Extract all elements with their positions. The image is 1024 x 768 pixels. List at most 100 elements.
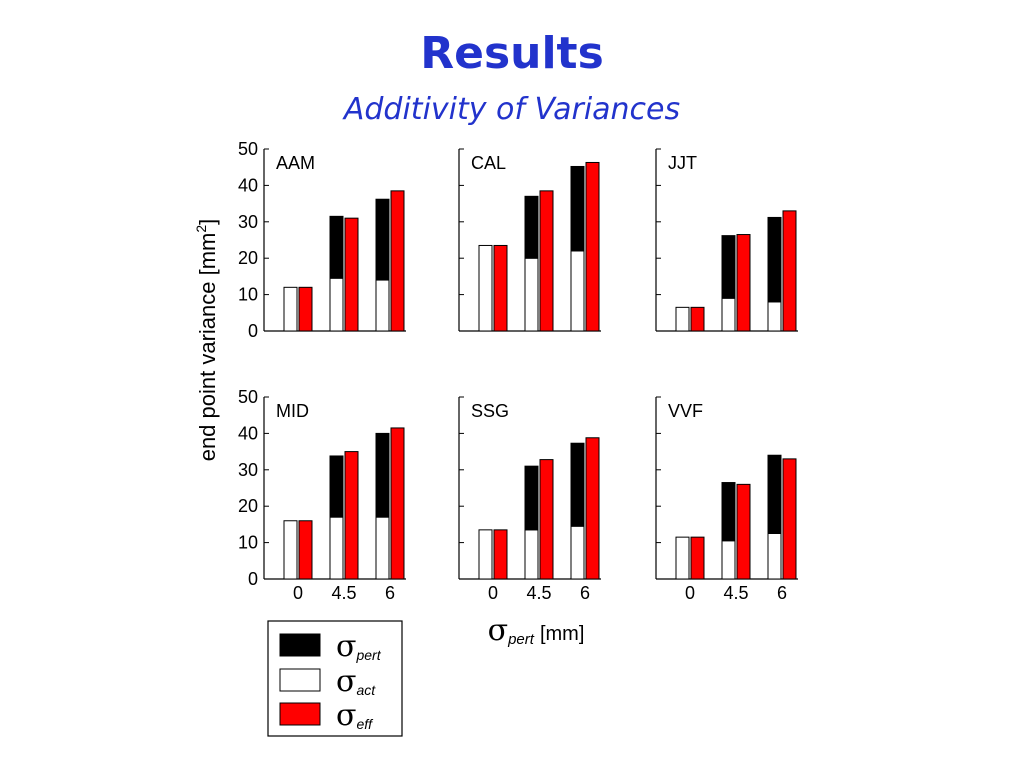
x-axis-label-subscript: pert [507, 631, 535, 648]
bar-act [329, 277, 344, 332]
bar-eff [298, 520, 313, 580]
bar-pert [721, 482, 736, 542]
bar-act [721, 297, 736, 332]
x-tick-label: 0 [293, 583, 303, 603]
bar-eff [736, 483, 751, 580]
bar-eff [298, 286, 313, 332]
x-tick-label: 4.5 [526, 583, 551, 603]
x-tick-label: 4.5 [331, 583, 356, 603]
bar-pert [570, 442, 585, 527]
legend-symbol-eff: σ [336, 698, 356, 733]
bar-eff [344, 451, 359, 580]
bar-act [524, 529, 539, 580]
legend-sub-pert: pert [355, 647, 381, 663]
bar-eff [390, 190, 405, 332]
bar-pert [767, 454, 782, 534]
x-tick-label: 6 [385, 583, 395, 603]
bar-pert [329, 455, 344, 518]
y-tick-label: 20 [238, 248, 258, 268]
panel-vvf: VVF 0 4.5 6 [655, 396, 798, 603]
y-tick-label: 50 [238, 387, 258, 407]
y-tick-label: 20 [238, 496, 258, 516]
legend-symbol-pert: σ [336, 629, 356, 664]
legend-label-pert: σpert [336, 629, 382, 664]
bar-pert [524, 195, 539, 259]
panel-label: CAL [471, 153, 506, 173]
bar-pert [375, 432, 390, 518]
slide-subtitle: Additivity of Variances [343, 92, 681, 127]
legend-swatch-pert [279, 633, 321, 657]
bar-eff [344, 217, 359, 332]
bar-act [478, 529, 493, 580]
y-tick-label: 30 [238, 212, 258, 232]
bar-eff [539, 190, 554, 332]
x-axis-label-symbol: σ [488, 613, 508, 648]
panel-aam: 50 40 30 20 10 0 AAM [238, 139, 406, 341]
panel-ssg: SSG 0 4.5 6 [458, 396, 601, 603]
panel-cal: CAL [458, 148, 601, 332]
panel-label: SSG [471, 401, 509, 421]
bar-act [375, 516, 390, 580]
bar-eff [493, 244, 508, 332]
panel-jjt: JJT [655, 148, 798, 332]
legend: σpert σact σeff [267, 620, 403, 737]
bar-pert [721, 235, 736, 299]
bar-pert [329, 215, 344, 279]
y-axis-label: end point variance [mm2] [193, 219, 220, 462]
x-axis-label-unit: [mm] [540, 623, 584, 645]
bar-eff [539, 459, 554, 580]
bar-eff [736, 234, 751, 332]
panel-mid: 50 40 30 20 10 0 MID 0 4.5 6 [238, 387, 406, 603]
bar-eff [585, 161, 600, 332]
y-tick-label: 30 [238, 460, 258, 480]
x-tick-label: 4.5 [723, 583, 748, 603]
y-tick-label: 10 [238, 285, 258, 305]
bar-eff [390, 427, 405, 580]
y-tick-label: 0 [248, 569, 258, 589]
bar-act [329, 516, 344, 580]
bar-act [524, 257, 539, 332]
bar-eff [493, 529, 508, 580]
legend-label-act: σact [336, 664, 376, 699]
legend-swatch-act [279, 668, 321, 692]
panel-label: MID [276, 401, 309, 421]
legend-sub-eff: eff [356, 716, 374, 732]
bar-pert [570, 165, 585, 252]
slide-title: Results [420, 28, 604, 79]
panels-layer: 50 40 30 20 10 0 AAM CAL JJT 50 40 30 20 10 0 MID 0 4.5 6 S… [238, 139, 798, 603]
bar-pert [767, 216, 782, 303]
bar-eff [585, 437, 600, 580]
bar-act [375, 279, 390, 332]
x-tick-label: 6 [580, 583, 590, 603]
panel-label: VVF [668, 401, 703, 421]
bar-pert [524, 465, 539, 531]
y-tick-label: 0 [248, 321, 258, 341]
bar-pert [375, 198, 390, 281]
bar-act [721, 540, 736, 580]
y-axis-label-end: ] [195, 219, 220, 225]
legend-sub-act: act [356, 682, 376, 698]
x-tick-label: 6 [777, 583, 787, 603]
bar-act [675, 306, 690, 332]
legend-label-eff: σeff [336, 698, 374, 733]
bar-act [478, 244, 493, 332]
legend-swatch-eff [279, 702, 321, 726]
bar-eff [782, 210, 797, 332]
y-tick-label: 40 [238, 423, 258, 443]
x-tick-label: 0 [685, 583, 695, 603]
bar-eff [690, 536, 705, 580]
bar-act [767, 533, 782, 580]
panel-label: AAM [276, 153, 315, 173]
bar-eff [690, 306, 705, 332]
bar-act [570, 525, 585, 580]
x-axis-label: σpert [mm] [488, 613, 585, 648]
panel-label: JJT [668, 153, 697, 173]
y-tick-label: 50 [238, 139, 258, 159]
bar-act [675, 536, 690, 580]
bar-act [283, 520, 298, 580]
bar-act [767, 301, 782, 332]
y-tick-label: 40 [238, 175, 258, 195]
y-tick-label: 10 [238, 533, 258, 553]
legend-symbol-act: σ [336, 664, 356, 699]
